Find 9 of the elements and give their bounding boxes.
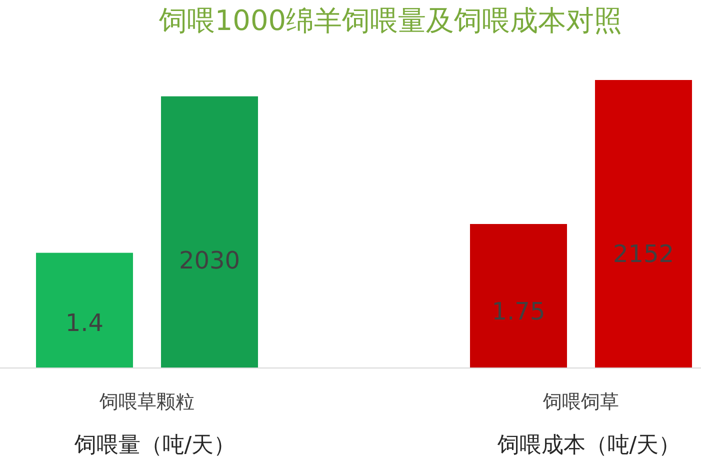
text: 饲喂成本（吨/天） xyxy=(496,433,681,458)
chart-title: 饲喂1000绵羊饲喂量及饲喂成本对照 xyxy=(158,4,622,37)
data-label: 1.4 xyxy=(65,308,104,337)
data-label: 1.75 xyxy=(492,297,546,326)
text: 饲喂量（吨/天） xyxy=(73,433,236,458)
data-label: 2152 xyxy=(612,240,674,268)
data-label: 2030 xyxy=(178,246,240,274)
x-tick-label: 饲喂草颗粒 xyxy=(98,391,194,413)
x-tick-label: 饲喂饲草 xyxy=(542,391,619,413)
